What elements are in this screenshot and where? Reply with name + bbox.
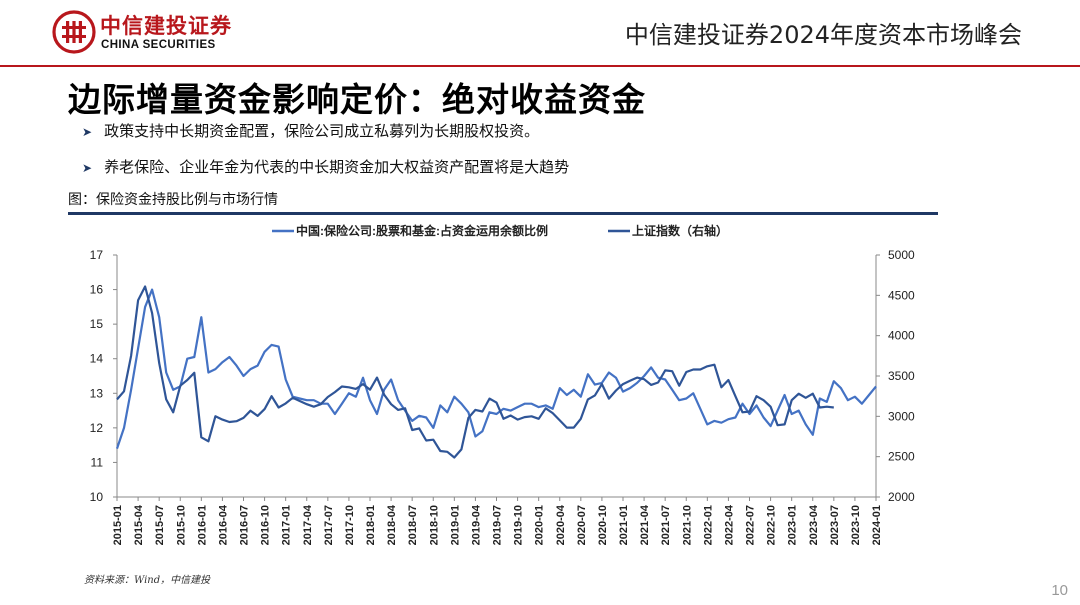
y-left-tick-label: 11 xyxy=(91,455,104,469)
x-tick-label: 2020-01 xyxy=(534,505,546,545)
line-chart: 10 11 12 13 14 15 16 17 2000 2500 3000 3500 4000 4500… xyxy=(90,223,915,545)
logo-chinese-name: 中信建投证券 xyxy=(100,14,232,38)
x-tick-label: 2023-04 xyxy=(808,504,820,545)
y-right-tick-label: 4500 xyxy=(888,288,915,302)
series-line-shanghai-composite xyxy=(116,285,834,459)
x-tick-label: 2016-01 xyxy=(196,505,208,545)
y-right-tick-label: 2500 xyxy=(888,450,915,464)
x-tick-label: 2017-04 xyxy=(302,504,314,545)
x-tick-label: 2015-10 xyxy=(175,505,187,545)
bullet-item: ➤ 养老保险、企业年金为代表的中长期资金加大权益资产配置将是大趋势 xyxy=(82,156,569,177)
x-tick-label: 2019-04 xyxy=(470,504,482,545)
x-tick-label: 2015-01 xyxy=(112,505,124,545)
x-tick-label: 2017-10 xyxy=(344,505,356,545)
y-right-tick-label: 4000 xyxy=(888,329,915,343)
y-left-tick-label: 13 xyxy=(90,386,104,400)
y-left-tick-label: 12 xyxy=(90,421,104,435)
x-tick-label: 2016-04 xyxy=(217,504,229,545)
x-tick-label: 2015-04 xyxy=(133,504,145,545)
x-tick-label: 2021-07 xyxy=(660,505,672,545)
x-tick-label: 2018-04 xyxy=(386,504,398,545)
x-tick-label: 2020-04 xyxy=(555,504,567,545)
y-right-tick-label: 2000 xyxy=(888,490,915,504)
x-tick-label: 2019-07 xyxy=(492,505,504,545)
y-right-tick-label: 5000 xyxy=(888,248,915,262)
x-tick-label: 2016-10 xyxy=(260,505,272,545)
figure-divider xyxy=(68,212,938,215)
y-left-tick-label: 16 xyxy=(90,283,104,297)
china-securities-logo-icon xyxy=(52,10,96,54)
bullet-arrow-icon: ➤ xyxy=(82,161,93,175)
x-tick-label: 2023-01 xyxy=(787,505,799,545)
x-tick-label: 2021-01 xyxy=(618,505,630,545)
x-tick-label: 2018-07 xyxy=(407,505,419,545)
x-tick-label: 2019-10 xyxy=(513,505,525,545)
logo-english-name: CHINA SECURITIES xyxy=(101,39,216,51)
x-tick-label: 2020-10 xyxy=(597,505,609,545)
source-note: 资料来源：Wind，中信建投 xyxy=(84,575,211,586)
y-left-tick-label: 17 xyxy=(90,248,104,262)
y-right-tick-label: 3500 xyxy=(888,369,915,383)
x-tick-label: 2015-07 xyxy=(154,505,166,545)
x-tick-label: 2020-07 xyxy=(576,505,588,545)
bullet-text: 养老保险、企业年金为代表的中长期资金加大权益资产配置将是大趋势 xyxy=(104,158,570,176)
x-tick-label: 2018-10 xyxy=(428,505,440,545)
bullet-text: 政策支持中长期资金配置，保险公司成立私募列为长期股权投资。 xyxy=(104,122,540,140)
x-tick-label: 2022-01 xyxy=(702,505,714,545)
series-line-insurance-equity-ratio xyxy=(115,288,877,449)
header-divider xyxy=(0,65,1080,67)
event-title: 中信建投证券2024年度资本市场峰会 xyxy=(624,21,1022,49)
x-tick-label: 2022-07 xyxy=(745,505,757,545)
x-tick-label: 2017-07 xyxy=(323,505,335,545)
figure-caption: 图：保险资金持股比例与市场行情 xyxy=(68,192,278,208)
x-tick-label: 2019-01 xyxy=(449,505,461,545)
x-tick-label: 2023-07 xyxy=(829,505,841,545)
page-number: 10 xyxy=(1051,582,1068,599)
x-tick-label: 2016-07 xyxy=(239,505,251,545)
x-tick-label: 2023-10 xyxy=(850,505,862,545)
x-tick-label: 2022-10 xyxy=(766,505,778,545)
header: 中信建投证券 CHINA SECURITIES 中信建投证券2024年度资本市场… xyxy=(0,0,1080,67)
y-left-tick-label: 15 xyxy=(90,317,104,331)
x-tick-label: 2021-10 xyxy=(681,505,693,545)
slide-title: 边际增量资金影响定价：绝对收益资金 xyxy=(68,80,646,119)
x-tick-label: 2021-04 xyxy=(639,504,651,545)
bullet-arrow-icon: ➤ xyxy=(82,125,93,139)
x-tick-label: 2022-04 xyxy=(723,504,735,545)
y-left-tick-label: 10 xyxy=(90,490,104,504)
legend-label: 中国:保险公司:股票和基金:占资金运用余额比例 xyxy=(296,223,548,238)
x-tick-label: 2024-01 xyxy=(871,505,883,545)
x-tick-label: 2018-01 xyxy=(365,505,377,545)
legend-label: 上证指数（右轴） xyxy=(632,223,728,238)
x-tick-label: 2017-01 xyxy=(281,505,293,545)
y-left-tick-label: 14 xyxy=(90,352,104,366)
bullet-item: ➤ 政策支持中长期资金配置，保险公司成立私募列为长期股权投资。 xyxy=(82,120,539,141)
y-right-tick-label: 3000 xyxy=(888,409,915,423)
